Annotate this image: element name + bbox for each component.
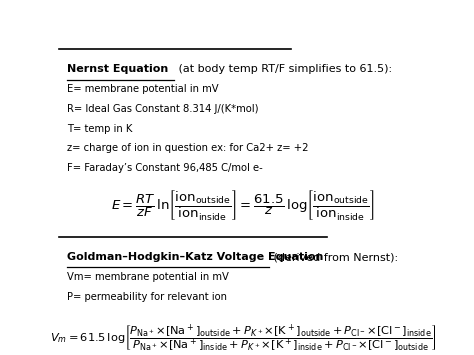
- Text: T= temp in K: T= temp in K: [66, 124, 132, 133]
- Text: Nernst Equation: Nernst Equation: [66, 65, 168, 75]
- Text: z= charge of ion in question ex: for Ca2+ z= +2: z= charge of ion in question ex: for Ca2…: [66, 143, 308, 153]
- Text: R= Ideal Gas Constant 8.314 J/(K*mol): R= Ideal Gas Constant 8.314 J/(K*mol): [66, 104, 258, 114]
- Text: (at body temp RT/F simplifies to 61.5):: (at body temp RT/F simplifies to 61.5):: [175, 65, 392, 75]
- Text: Vm= membrane potential in mV: Vm= membrane potential in mV: [66, 272, 228, 282]
- Text: $V_m = 61.5\,\log\!\left[\dfrac{P_{\mathrm{Na^+}}\!\times\![\mathrm{Na^+}]_{\mat: $V_m = 61.5\,\log\!\left[\dfrac{P_{\math…: [50, 322, 436, 354]
- Text: E= membrane potential in mV: E= membrane potential in mV: [66, 84, 218, 94]
- Text: $E = \dfrac{RT}{zF}\,\ln\!\left[\dfrac{\mathrm{ion_{outside}}}{\mathrm{ion_{insi: $E = \dfrac{RT}{zF}\,\ln\!\left[\dfrac{\…: [111, 188, 374, 222]
- Text: F= Faraday’s Constant 96,485 C/mol e-: F= Faraday’s Constant 96,485 C/mol e-: [66, 163, 262, 173]
- Text: P= permeability for relevant ion: P= permeability for relevant ion: [66, 291, 227, 302]
- Text: Goldman–Hodgkin–Katz Voltage Equation: Goldman–Hodgkin–Katz Voltage Equation: [66, 252, 323, 262]
- Text: (derived from Nernst):: (derived from Nernst):: [271, 252, 399, 262]
